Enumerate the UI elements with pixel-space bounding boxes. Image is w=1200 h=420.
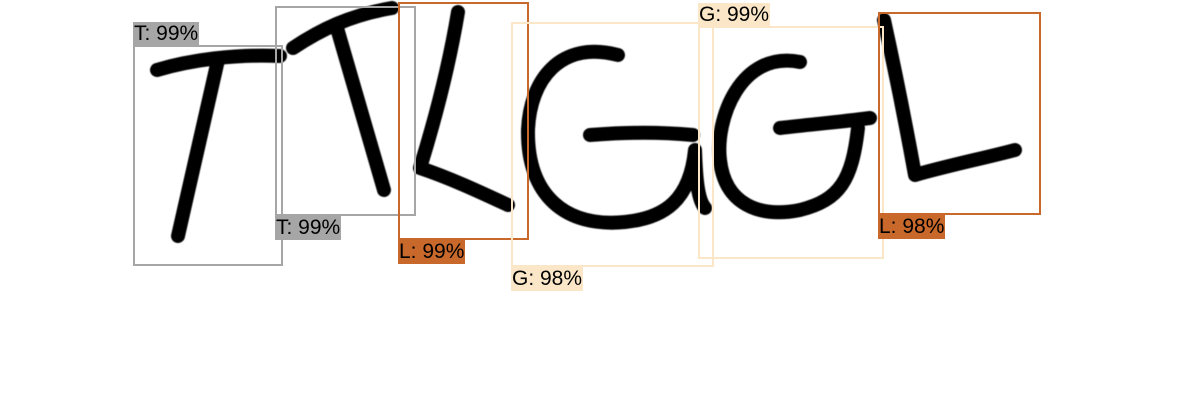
detection-label-l-1: L: 99% [398,240,466,264]
detection-label-g-2: G: 99% [698,3,771,27]
detection-label-t-2: T: 99% [275,216,342,240]
detection-label-g-1: G: 98% [511,267,584,291]
detection-box-t-2 [275,6,416,216]
detection-box-l-2 [878,12,1041,215]
letter-l-stroke [413,5,515,212]
detection-box-g-2 [698,26,884,259]
detection-label-l-2: L: 98% [878,215,946,239]
letter-t-stroke [330,21,391,197]
letter-t-stroke [171,53,225,243]
letter-g-stroke [712,53,877,220]
detection-box-g-1 [511,22,714,267]
detection-box-l-1 [398,2,529,240]
detection-box-t-1 [133,45,283,266]
detection-label-t-1: T: 99% [133,22,200,46]
letter-l-stroke [877,13,1022,182]
letter-g-stroke [520,44,712,230]
